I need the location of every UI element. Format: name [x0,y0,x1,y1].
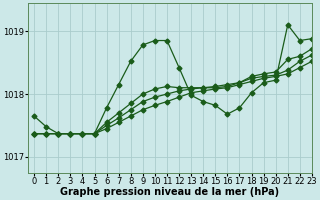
X-axis label: Graphe pression niveau de la mer (hPa): Graphe pression niveau de la mer (hPa) [60,187,280,197]
